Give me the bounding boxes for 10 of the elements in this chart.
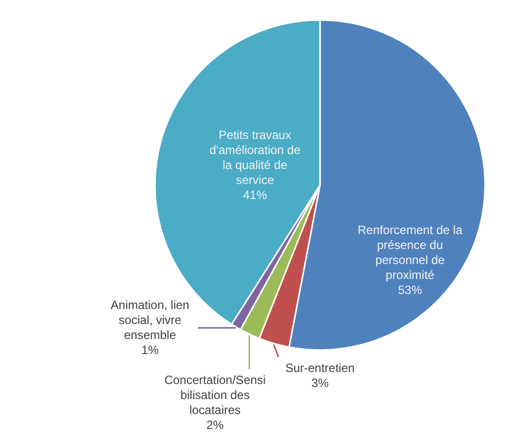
- data-label: 53%: [398, 283, 422, 297]
- data-label: 1%: [141, 343, 159, 357]
- data-label: 3%: [311, 376, 329, 390]
- slice-label: Renforcement de la présence du personnel de proximité: [358, 223, 463, 282]
- data-label: 41%: [242, 188, 268, 202]
- slice-label: Petits travaux d'amélioration de la qualité de service: [209, 128, 301, 187]
- slice-label: Animation, lien social, vivre ensemble: [110, 298, 190, 342]
- slice-label: Concertation/Sensibilisation des locataires: [164, 373, 266, 417]
- slice-label: Sur-entretien: [285, 361, 355, 375]
- data-label: 2%: [206, 418, 224, 432]
